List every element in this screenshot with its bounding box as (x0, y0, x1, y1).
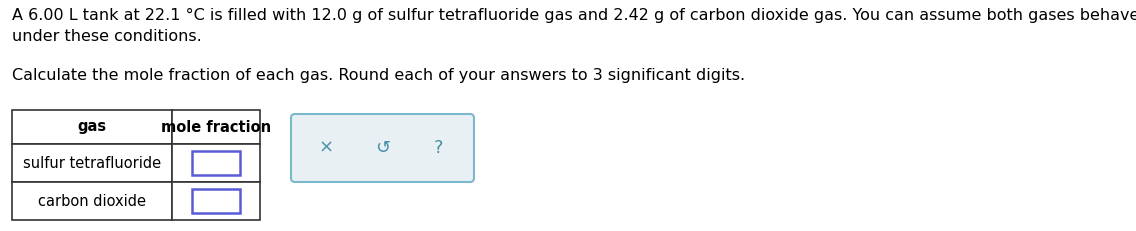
Bar (12, 144, 172, 182)
Text: gas: gas (77, 119, 107, 134)
Bar (12, 182, 172, 220)
Text: Calculate the mole fraction of each gas. Round each of your answers to 3 signifi: Calculate the mole fraction of each gas.… (12, 68, 745, 83)
Text: sulfur tetrafluoride: sulfur tetrafluoride (23, 155, 161, 170)
Bar (192, 151, 240, 175)
Text: mole fraction: mole fraction (161, 119, 272, 134)
Bar (172, 144, 260, 182)
Bar (172, 110, 260, 144)
Text: ↺: ↺ (375, 139, 390, 157)
Bar (172, 182, 260, 220)
FancyBboxPatch shape (291, 114, 474, 182)
Text: A 6.00 L tank at 22.1 °C is filled with 12.0 g of sulfur tetrafluoride gas and 2: A 6.00 L tank at 22.1 °C is filled with … (12, 8, 1136, 44)
Bar (192, 189, 240, 213)
Bar (12, 110, 172, 144)
Text: carbon dioxide: carbon dioxide (37, 194, 147, 209)
Text: ?: ? (434, 139, 443, 157)
Text: ×: × (319, 139, 334, 157)
